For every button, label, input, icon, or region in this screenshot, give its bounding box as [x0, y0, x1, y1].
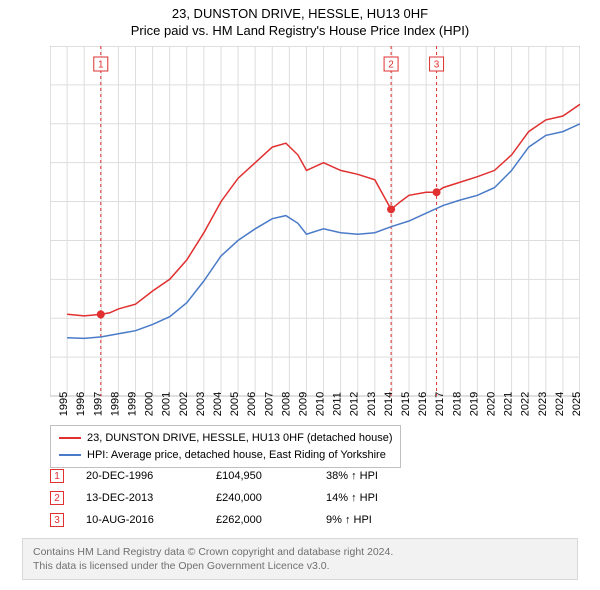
- svg-text:2012: 2012: [349, 392, 361, 416]
- page: 23, DUNSTON DRIVE, HESSLE, HU13 0HF Pric…: [0, 0, 600, 590]
- svg-text:2001: 2001: [161, 392, 173, 416]
- sales-table: 1 20-DEC-1996 £104,950 38% ↑ HPI 2 13-DE…: [50, 465, 436, 531]
- sale-price-3: £262,000: [216, 514, 326, 526]
- svg-text:2022: 2022: [520, 392, 532, 416]
- sale-delta-2: 14% ↑ HPI: [326, 492, 436, 504]
- sale-price-1: £104,950: [216, 470, 326, 482]
- svg-text:1996: 1996: [75, 392, 87, 416]
- legend-swatch-blue: [59, 454, 81, 456]
- svg-text:2025: 2025: [571, 392, 580, 416]
- svg-text:2009: 2009: [297, 392, 309, 416]
- sale-date-3: 10-AUG-2016: [86, 514, 216, 526]
- svg-text:2024: 2024: [554, 392, 566, 416]
- svg-text:2008: 2008: [280, 392, 292, 416]
- sale-delta-3: 9% ↑ HPI: [326, 514, 436, 526]
- legend-item-hpi: HPI: Average price, detached house, East…: [59, 447, 392, 464]
- legend-label-property: 23, DUNSTON DRIVE, HESSLE, HU13 0HF (det…: [87, 430, 392, 447]
- sale-price-2: £240,000: [216, 492, 326, 504]
- sale-num-3: 3: [50, 513, 64, 527]
- footer: Contains HM Land Registry data © Crown c…: [22, 538, 578, 580]
- svg-text:2: 2: [388, 60, 394, 71]
- sales-row: 2 13-DEC-2013 £240,000 14% ↑ HPI: [50, 487, 436, 509]
- sales-row: 3 10-AUG-2016 £262,000 9% ↑ HPI: [50, 509, 436, 531]
- svg-text:2020: 2020: [486, 392, 498, 416]
- svg-text:2006: 2006: [246, 392, 258, 416]
- sale-date-2: 13-DEC-2013: [86, 492, 216, 504]
- svg-text:2007: 2007: [263, 392, 275, 416]
- svg-text:2000: 2000: [144, 392, 156, 416]
- footer-line1: Contains HM Land Registry data © Crown c…: [33, 545, 567, 559]
- chart: £0£50K£100K£150K£200K£250K£300K£350K£400…: [50, 46, 580, 396]
- svg-text:2011: 2011: [332, 392, 344, 416]
- svg-text:2018: 2018: [451, 392, 463, 416]
- svg-text:2019: 2019: [468, 392, 480, 416]
- footer-line2: This data is licensed under the Open Gov…: [33, 559, 567, 573]
- svg-text:2014: 2014: [383, 392, 395, 416]
- legend: 23, DUNSTON DRIVE, HESSLE, HU13 0HF (det…: [50, 425, 401, 468]
- svg-text:2013: 2013: [366, 392, 378, 416]
- legend-swatch-red: [59, 437, 81, 439]
- title-address: 23, DUNSTON DRIVE, HESSLE, HU13 0HF: [0, 6, 600, 23]
- title-subtitle: Price paid vs. HM Land Registry's House …: [0, 23, 600, 40]
- svg-text:1: 1: [98, 60, 104, 71]
- svg-text:1994: 1994: [50, 392, 53, 416]
- chart-svg: £0£50K£100K£150K£200K£250K£300K£350K£400…: [50, 46, 580, 426]
- svg-text:3: 3: [434, 60, 440, 71]
- svg-text:2016: 2016: [417, 392, 429, 416]
- svg-text:2002: 2002: [178, 392, 190, 416]
- svg-text:2021: 2021: [503, 392, 515, 416]
- svg-text:1999: 1999: [126, 392, 138, 416]
- legend-item-property: 23, DUNSTON DRIVE, HESSLE, HU13 0HF (det…: [59, 430, 392, 447]
- svg-text:2023: 2023: [537, 392, 549, 416]
- sale-date-1: 20-DEC-1996: [86, 470, 216, 482]
- svg-text:2010: 2010: [315, 392, 327, 416]
- svg-text:1997: 1997: [92, 392, 104, 416]
- sale-num-2: 2: [50, 491, 64, 505]
- svg-text:1995: 1995: [58, 392, 70, 416]
- legend-label-hpi: HPI: Average price, detached house, East…: [87, 447, 386, 464]
- sales-row: 1 20-DEC-1996 £104,950 38% ↑ HPI: [50, 465, 436, 487]
- title-block: 23, DUNSTON DRIVE, HESSLE, HU13 0HF Pric…: [0, 0, 600, 42]
- sale-num-1: 1: [50, 469, 64, 483]
- sale-delta-1: 38% ↑ HPI: [326, 470, 436, 482]
- svg-text:2015: 2015: [400, 392, 412, 416]
- svg-text:1998: 1998: [109, 392, 121, 416]
- svg-text:2003: 2003: [195, 392, 207, 416]
- svg-text:2017: 2017: [434, 392, 446, 416]
- svg-text:2004: 2004: [212, 392, 224, 416]
- svg-text:2005: 2005: [229, 392, 241, 416]
